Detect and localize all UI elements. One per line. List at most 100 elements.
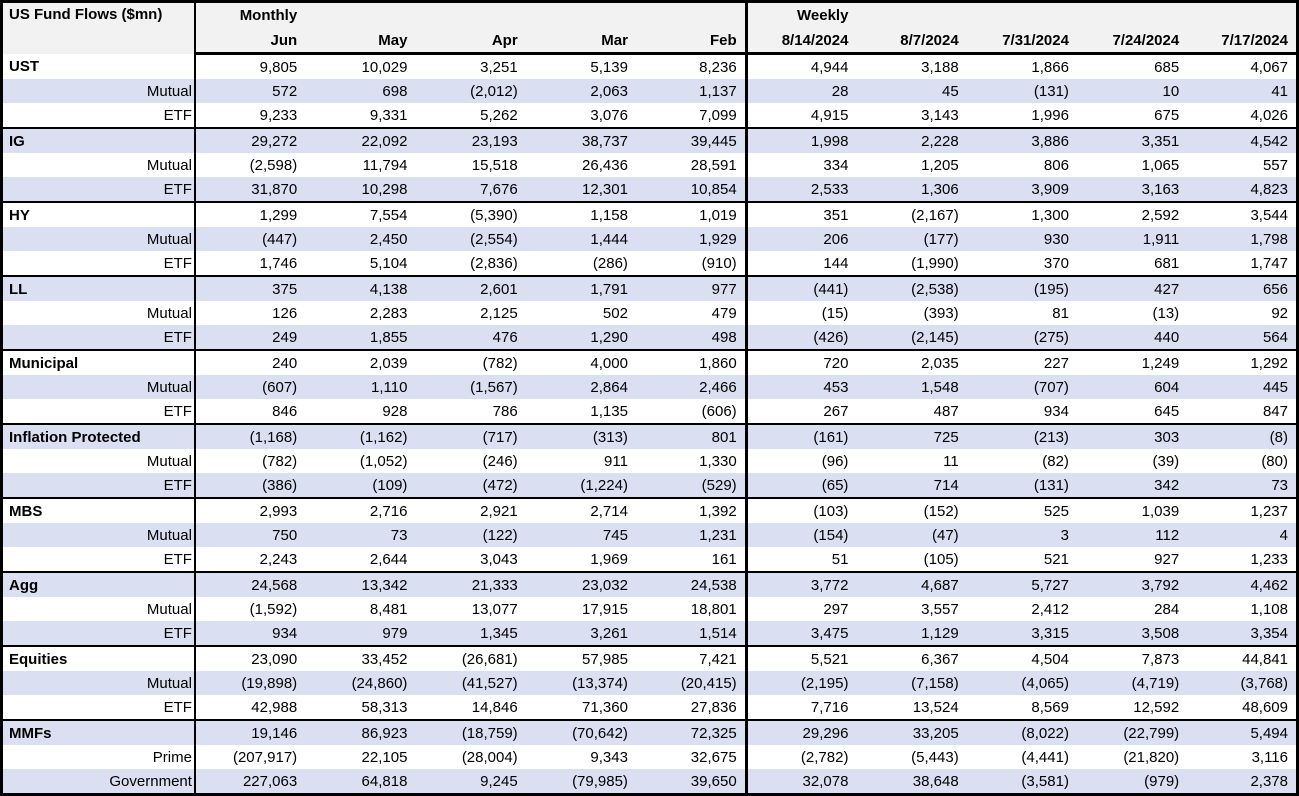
data-cell: (82) bbox=[1042, 452, 1069, 470]
data-cell: (3,581) bbox=[966, 769, 1077, 795]
row-label: Municipal bbox=[1, 349, 196, 375]
data-cell: 10,029 bbox=[361, 58, 408, 76]
row-label: Equities bbox=[1, 645, 196, 671]
data-cell: 2,533 bbox=[744, 177, 857, 202]
data-cell: 4,462 bbox=[1187, 571, 1298, 597]
data-cell: 206 bbox=[744, 227, 857, 251]
data-cell: 1,299 bbox=[194, 201, 306, 227]
data-cell: 525 bbox=[966, 497, 1077, 523]
data-cell: 5,262 bbox=[480, 106, 518, 124]
data-cell: (246) bbox=[482, 452, 518, 470]
row-label: Mutual bbox=[1, 79, 196, 103]
row-label: ETF bbox=[1, 621, 196, 646]
row-agg-mutual: Mutual (1,592) 8,481 13,077 17,915 18,801 297 3… bbox=[1, 597, 1298, 621]
data-cell: 2,601 bbox=[415, 275, 526, 301]
data-cell: (2,598) bbox=[249, 156, 298, 174]
data-cell: (15) bbox=[744, 301, 857, 325]
data-cell: 267 bbox=[744, 399, 857, 424]
data-cell: 846 bbox=[272, 402, 298, 420]
data-cell: 4,000 bbox=[525, 349, 636, 375]
data-cell: 1,039 bbox=[1076, 497, 1188, 523]
data-cell: (103) bbox=[744, 497, 857, 523]
data-cell: 9,245 bbox=[415, 769, 526, 795]
data-cell: 1,996 bbox=[1031, 106, 1069, 124]
row-label: Agg bbox=[1, 571, 196, 597]
row-label: UST bbox=[1, 53, 196, 79]
data-cell: (2,782) bbox=[744, 745, 857, 769]
row-label: Mutual bbox=[1, 375, 196, 399]
row-label: ETF bbox=[1, 547, 196, 572]
row-label: Mutual bbox=[1, 523, 196, 547]
data-cell: 38,737 bbox=[525, 127, 636, 153]
data-cell: (24,860) bbox=[305, 671, 416, 695]
row-mmfs: MMFs 19,146 86,923 (18,759) (70,642) 72,325 29… bbox=[1, 719, 1298, 745]
row-ust-etf: ETF 9,233 9,331 5,262 3,076 7,099 4,915 3,143 1,… bbox=[1, 103, 1298, 128]
data-cell: 22,105 bbox=[361, 748, 408, 766]
data-cell: 15,518 bbox=[471, 156, 518, 174]
row-label: Prime bbox=[1, 745, 196, 769]
data-cell: 51 bbox=[744, 547, 857, 572]
header-spacer bbox=[415, 1, 526, 28]
data-cell: 144 bbox=[744, 251, 857, 276]
data-cell: (286) bbox=[592, 254, 628, 272]
data-cell: (152) bbox=[856, 497, 967, 523]
data-cell: 3,544 bbox=[1187, 201, 1298, 227]
data-cell: 476 bbox=[415, 325, 526, 350]
data-cell: 487 bbox=[933, 402, 959, 420]
data-cell: 26,436 bbox=[582, 156, 628, 174]
data-cell: (386) bbox=[194, 473, 306, 498]
row-label: ETF bbox=[1, 399, 196, 424]
data-cell: (28,004) bbox=[461, 748, 518, 766]
data-cell: (109) bbox=[305, 473, 416, 498]
row-hy: HY 1,299 7,554 (5,390) 1,158 1,019 351 (2,167) 1… bbox=[1, 201, 1298, 227]
data-cell: 21,333 bbox=[415, 571, 526, 597]
data-cell: (21,820) bbox=[1123, 748, 1180, 766]
data-cell: 38,648 bbox=[856, 769, 967, 795]
column-header-row: Jun May Apr Mar Feb 8/14/2024 8/7/2024 7… bbox=[2, 28, 1298, 55]
data-cell: 1,135 bbox=[590, 402, 628, 420]
data-cell: (161) bbox=[744, 423, 857, 449]
row-label: ETF bbox=[1, 177, 196, 202]
data-cell: 73 bbox=[1187, 473, 1298, 498]
header-spacer bbox=[1187, 1, 1298, 28]
data-cell: 10 bbox=[1076, 79, 1188, 103]
data-cell: 7,554 bbox=[305, 201, 416, 227]
data-cell: 445 bbox=[1187, 375, 1298, 399]
row-municipal-mutual: Mutual (607) 1,110 (1,567) 2,864 2,466 453 1,54… bbox=[1, 375, 1298, 399]
row-mmfs-prime: Prime (207,917) 22,105 (28,004) 9,343 32,675 (… bbox=[1, 745, 1298, 769]
data-cell: (7,158) bbox=[856, 671, 967, 695]
row-inflation-protected-etf: ETF (386) (109) (472) (1,224) (529) (65) 714 (13… bbox=[1, 473, 1298, 498]
data-cell: 22,092 bbox=[305, 127, 416, 153]
data-cell: 126 bbox=[272, 304, 298, 322]
data-cell: 1,998 bbox=[744, 127, 857, 153]
data-cell: 3,188 bbox=[921, 58, 959, 76]
data-cell: 48,609 bbox=[1242, 698, 1288, 716]
data-cell: 1,158 bbox=[525, 201, 636, 227]
data-cell: (26,681) bbox=[415, 645, 526, 671]
column-header-feb: Feb bbox=[635, 28, 747, 55]
data-cell: 14,846 bbox=[471, 698, 518, 716]
row-label: MBS bbox=[1, 497, 196, 523]
data-cell: (154) bbox=[744, 523, 857, 547]
data-cell: 801 bbox=[635, 423, 747, 449]
data-cell: 1,233 bbox=[1250, 550, 1288, 568]
data-cell: 427 bbox=[1076, 275, 1188, 301]
data-cell: 12,301 bbox=[525, 177, 636, 202]
data-cell: 71,360 bbox=[582, 698, 628, 716]
data-cell: (19,898) bbox=[194, 671, 306, 695]
data-cell: 4,823 bbox=[1187, 177, 1298, 202]
row-label: Mutual bbox=[1, 597, 196, 621]
row-equities-mutual: Mutual (19,898) (24,860) (41,527) (13,374) (2… bbox=[1, 671, 1298, 695]
data-cell: (3,768) bbox=[1187, 671, 1298, 695]
data-cell: 1,108 bbox=[1250, 600, 1288, 618]
data-cell: 1,444 bbox=[525, 227, 636, 251]
data-cell: 2,592 bbox=[1076, 201, 1188, 227]
data-cell: 675 bbox=[1154, 106, 1180, 124]
data-cell: (213) bbox=[966, 423, 1077, 449]
data-cell: 1,065 bbox=[1141, 156, 1180, 174]
data-cell: 934 bbox=[194, 621, 306, 646]
data-cell: 10,298 bbox=[305, 177, 416, 202]
data-cell: 685 bbox=[1154, 58, 1180, 76]
data-cell: 720 bbox=[744, 349, 857, 375]
